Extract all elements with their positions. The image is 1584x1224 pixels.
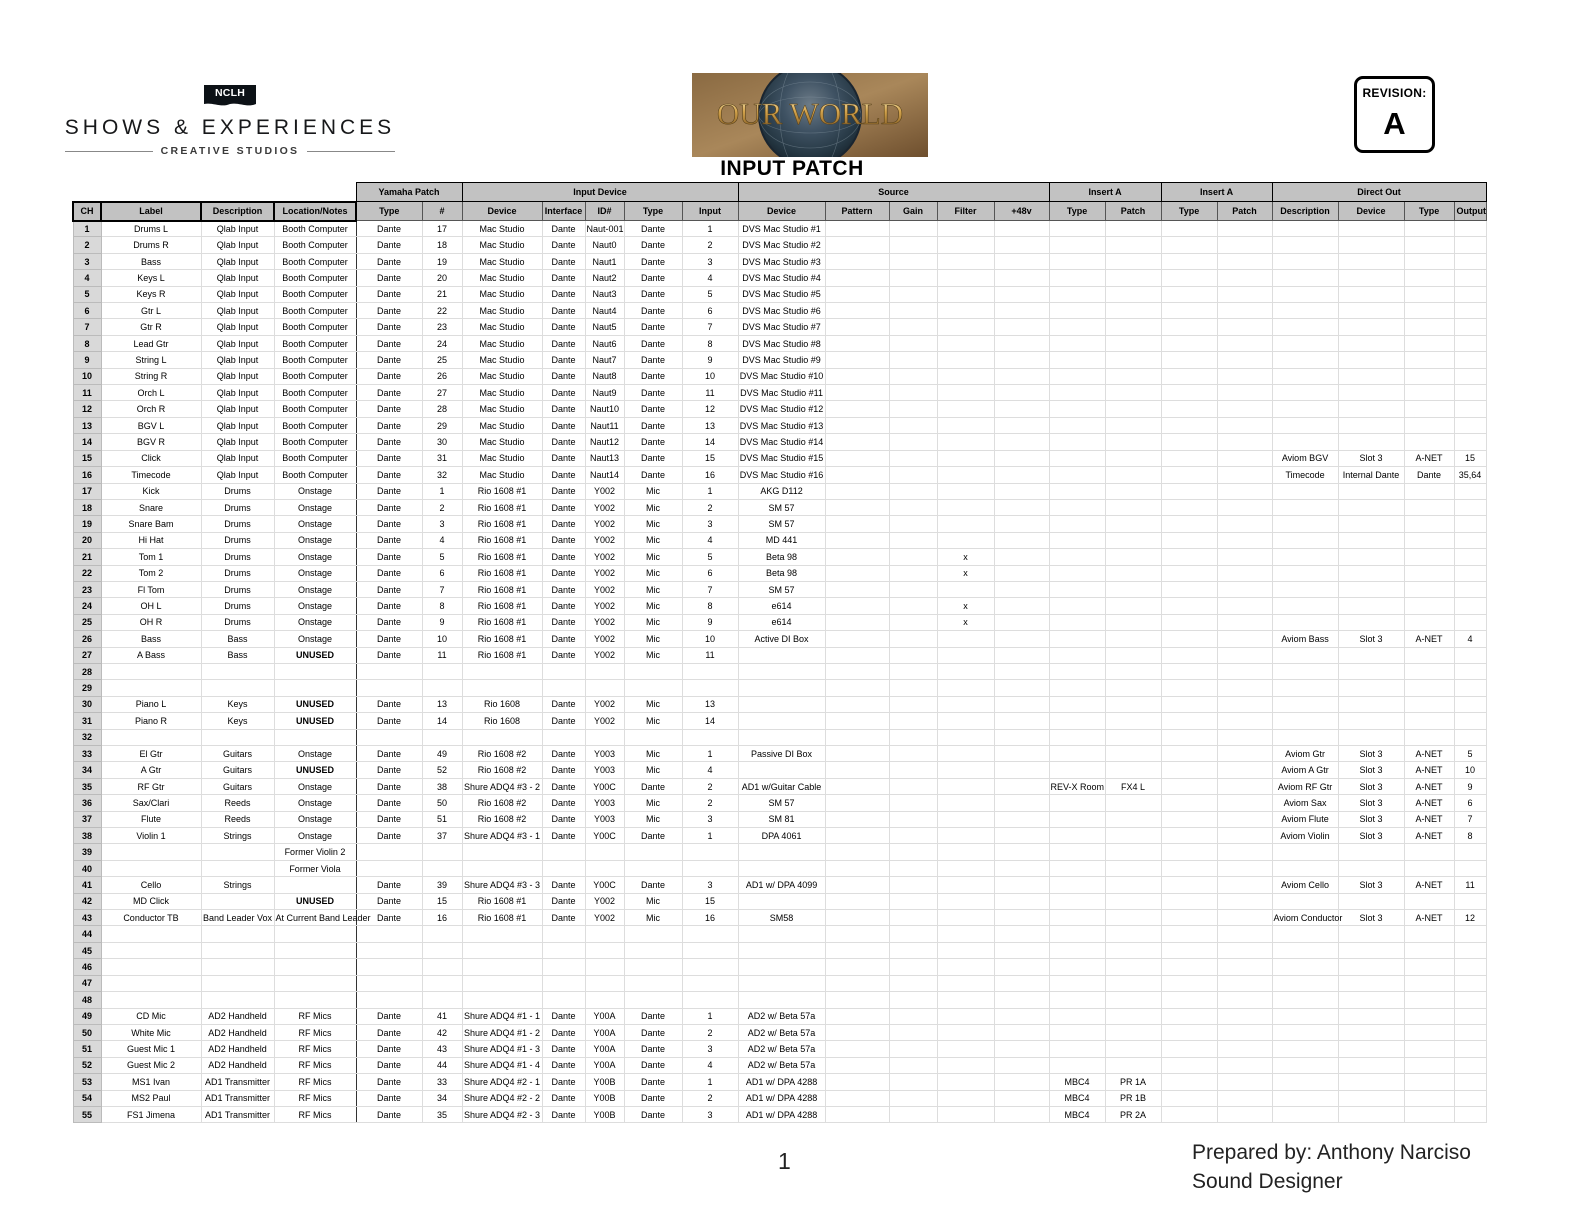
svg-text:OUR WORLD: OUR WORLD <box>717 96 903 131</box>
